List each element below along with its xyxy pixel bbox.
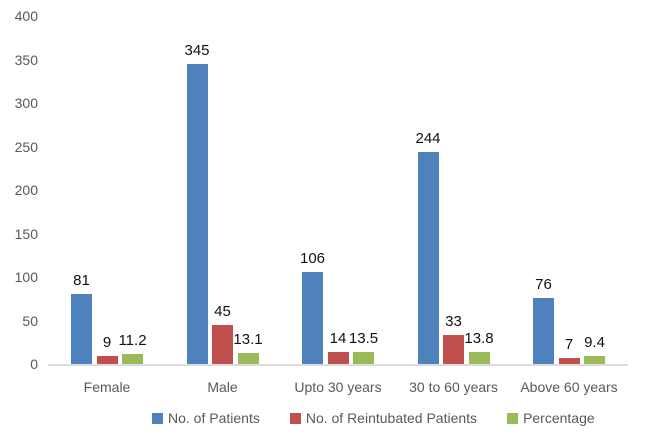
data-label-percentage-male: 13.1	[233, 330, 263, 348]
data-label-percentage-30-to-60-years: 13.8	[464, 329, 494, 347]
y-tick-label-400: 400	[14, 8, 38, 24]
x-category-label-male: Male	[207, 379, 238, 395]
legend: No. of Patients No. of Reintubated Patien…	[152, 410, 595, 426]
legend-label-no.-of-reintubated-patients: No. of Reintubated Patients	[305, 410, 478, 426]
legend-swatch-icon-no.-of-reintubated-patients	[289, 412, 301, 424]
y-tick-label-150: 150	[14, 225, 38, 242]
data-label-no.-of-reintubated-patients-above-60-years: 7	[564, 335, 574, 353]
y-tick-label-50: 50	[22, 312, 38, 329]
x-category-label-30-to-60-years: 30 to 60 years	[409, 379, 498, 395]
bar-no.-of-patients-male	[186, 63, 208, 364]
data-label-percentage-upto-30-years: 13.5	[348, 330, 379, 348]
bar-no.-of-reintubated-patients-male	[212, 324, 233, 364]
y-tick-label-250: 250	[14, 138, 38, 155]
bar-percentage-above-60-years	[584, 355, 605, 364]
x-axis-line	[48, 364, 628, 366]
data-label-no.-of-reintubated-patients-female: 9	[102, 334, 112, 352]
legend-item-no.-of-reintubated-patients: No. of Reintubated Patients	[289, 410, 478, 426]
x-category-label-upto-30-years: Upto 30 years	[294, 379, 382, 395]
data-label-percentage-above-60-years: 9.4	[584, 333, 605, 351]
bar-no.-of-reintubated-patients-female	[96, 356, 118, 364]
bar-percentage-upto-30-years	[353, 352, 374, 364]
bar-no.-of-patients-upto-30-years	[302, 271, 323, 364]
y-tick-label-200: 200	[14, 182, 38, 198]
bar-percentage-30-to-60-years	[468, 351, 490, 364]
data-label-no.-of-reintubated-patients-male: 45	[214, 302, 231, 320]
legend-label-percentage: Percentage	[523, 410, 595, 426]
legend-swatch-icon-no.-of-patients	[152, 412, 163, 424]
x-category-label-female: Female	[83, 379, 131, 395]
y-tick-label-0: 0	[30, 356, 38, 372]
legend-item-no.-of-patients: No. of Patients	[152, 410, 260, 426]
y-tick-label-300: 300	[14, 95, 38, 111]
bar-no.-of-reintubated-patients-upto-30-years	[327, 351, 349, 364]
data-label-no.-of-reintubated-patients-30-to-60-years: 33	[445, 313, 462, 331]
data-label-no.-of-reintubated-patients-upto-30-years: 14	[329, 329, 347, 347]
data-label-no.-of-patients-30-to-60-years: 244	[415, 129, 441, 147]
x-category-label-above-60-years: Above 60 years	[520, 379, 618, 395]
legend-label-no.-of-patients: No. of Patients	[168, 410, 260, 426]
data-label-no.-of-patients-female: 81	[73, 271, 90, 289]
data-label-no.-of-patients-male: 345	[184, 41, 210, 59]
data-label-no.-of-patients-above-60-years: 76	[535, 275, 552, 293]
y-tick-label-100: 100	[14, 269, 38, 285]
bar-percentage-male	[237, 352, 259, 364]
legend-item-percentage: Percentage	[507, 410, 595, 426]
y-tick-label-350: 350	[14, 51, 38, 68]
bar-no.-of-reintubated-patients-30-to-60-years	[443, 335, 464, 364]
bar-no.-of-patients-above-60-years	[533, 297, 554, 364]
legend-swatch-icon-percentage	[507, 412, 519, 424]
bar-no.-of-patients-30-to-60-years	[417, 151, 439, 364]
data-label-no.-of-patients-upto-30-years: 106	[299, 249, 326, 267]
data-label-percentage-female: 11.2	[118, 332, 147, 350]
bar-percentage-female	[122, 354, 143, 364]
bar-no.-of-reintubated-patients-above-60-years	[558, 357, 580, 364]
bar-no.-of-patients-female	[71, 293, 92, 364]
